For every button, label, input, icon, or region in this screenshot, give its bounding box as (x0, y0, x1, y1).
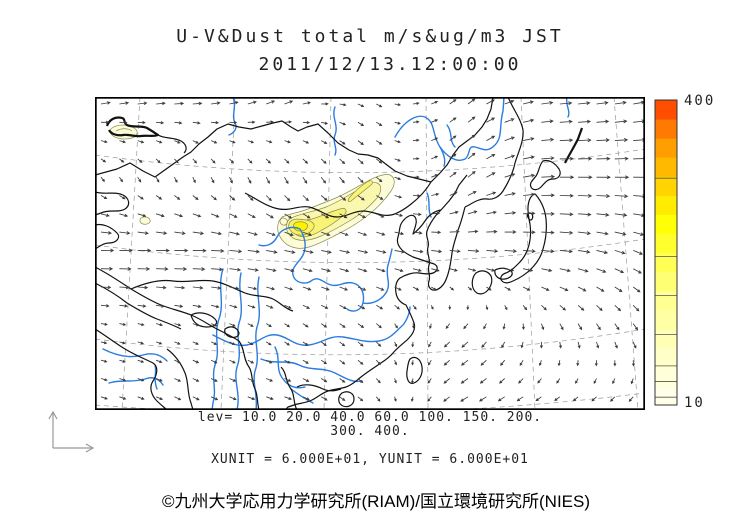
colorbar-min-label: 10 (684, 395, 705, 411)
vector-unit-label: XUNIT = 6.000E+01, YUNIT = 6.000E+01 (211, 452, 529, 467)
plot-datetime: 2011/12/13.12:00:00 (258, 54, 522, 75)
axes-indicator-icon (48, 410, 95, 453)
map-panel (95, 97, 645, 410)
contour-levels-line1: lev= 10.0 20.0 40.0 60.0 100. 150. 200. (197, 410, 543, 425)
plot-title: U-V&Dust total m/s&ug/m3 JST (176, 26, 564, 47)
east-asia-map (95, 97, 645, 410)
coastline-borders (95, 97, 584, 410)
wind-vector-arrows (100, 98, 645, 402)
map-frame (95, 97, 645, 410)
colorbar-max-label: 400 (684, 93, 716, 109)
copyright-text: ©九州大学応用力学研究所(RIAM)/国立環境研究所(NIES) (161, 492, 591, 511)
river-lines (102, 97, 570, 410)
contour-levels-line2: 300. 400. (330, 424, 410, 439)
graticule-lines (95, 97, 645, 410)
colorbar-gradient (654, 99, 678, 406)
dust-contours (109, 124, 395, 249)
colorbar: 400 10 (654, 93, 713, 411)
